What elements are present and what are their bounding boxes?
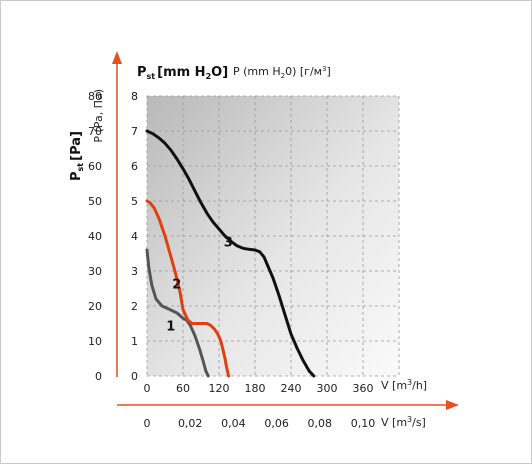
pa-tick-label: 50: [88, 195, 102, 208]
grid-lines: [146, 95, 400, 377]
mmh2o-tick-label: 6: [131, 160, 138, 173]
pa-tick-label: 30: [88, 265, 102, 278]
mmh2o-tick-label: 0: [131, 370, 138, 383]
mmh2o-tick-label: 2: [131, 300, 138, 313]
x-m3s-tick-label: 0,08: [308, 417, 333, 430]
pa-tick-labels: 80 70 60 50 40 30 20 10 0: [88, 90, 102, 383]
mmh2o-tick-label: 8: [131, 90, 138, 103]
pa-tick-label: 60: [88, 160, 102, 173]
pa-tick-label: 70: [88, 125, 102, 138]
x-m3s-tick-label: 0,10: [351, 417, 376, 430]
pa-tick-label: 40: [88, 230, 102, 243]
x2-axis-label: V [m3/s]: [381, 415, 426, 429]
y-axis-caption: P (Pa, Па): [92, 89, 105, 143]
series-line-1: [145, 248, 210, 378]
mmh2o-tick-label: 7: [131, 125, 138, 138]
x-m3h-tick-labels: 0 60 120 180 240 300 360: [144, 382, 374, 395]
x-m3h-tick-label: 120: [209, 382, 230, 395]
pa-tick-label: 10: [88, 335, 102, 348]
x-m3s-tick-label: 0,06: [264, 417, 289, 430]
mmh2o-tick-label: 3: [131, 265, 138, 278]
y-axis-arrow: [112, 51, 122, 64]
x-m3h-tick-label: 180: [245, 382, 266, 395]
mmh2o-tick-label: 1: [131, 335, 138, 348]
x-m3h-tick-label: 360: [353, 382, 374, 395]
x-m3s-tick-label: 0: [144, 417, 151, 430]
pa-tick-label: 0: [95, 370, 102, 383]
series-line-3: [145, 129, 316, 378]
y-top-label: Pst [mm H2O]: [137, 65, 228, 81]
series-label-2: 2: [172, 278, 181, 293]
pa-tick-label: 20: [88, 300, 102, 313]
series-label-3: 3: [224, 236, 233, 251]
pa-tick-label: 80: [88, 90, 102, 103]
series-line-2: [145, 199, 231, 378]
x-m3s-tick-label: 0,04: [221, 417, 246, 430]
x-m3h-tick-label: 240: [281, 382, 302, 395]
y-left-label: Pst[Pa]: [69, 131, 85, 181]
series-label-1: 1: [166, 320, 175, 335]
x-m3s-tick-labels: 0 0,02 0,04 0,06 0,08 0,10: [144, 417, 376, 430]
x-m3h-tick-label: 0: [144, 382, 151, 395]
y-top-secondary-label: P (mm H20) [г/м3]: [233, 65, 331, 80]
series-group: 1 2 3: [145, 129, 316, 378]
x-m3h-tick-label: 60: [176, 382, 190, 395]
mmh2o-tick-label: 4: [131, 230, 138, 243]
x-axis-arrow: [446, 400, 459, 410]
x-m3h-tick-label: 300: [317, 382, 338, 395]
mmh2o-tick-label: 5: [131, 195, 138, 208]
mmh2o-tick-labels: 8 7 6 5 4 3 2 1 0: [131, 90, 138, 383]
x-m3s-tick-label: 0,02: [178, 417, 203, 430]
x1-axis-label: V [m3/h]: [381, 378, 427, 392]
